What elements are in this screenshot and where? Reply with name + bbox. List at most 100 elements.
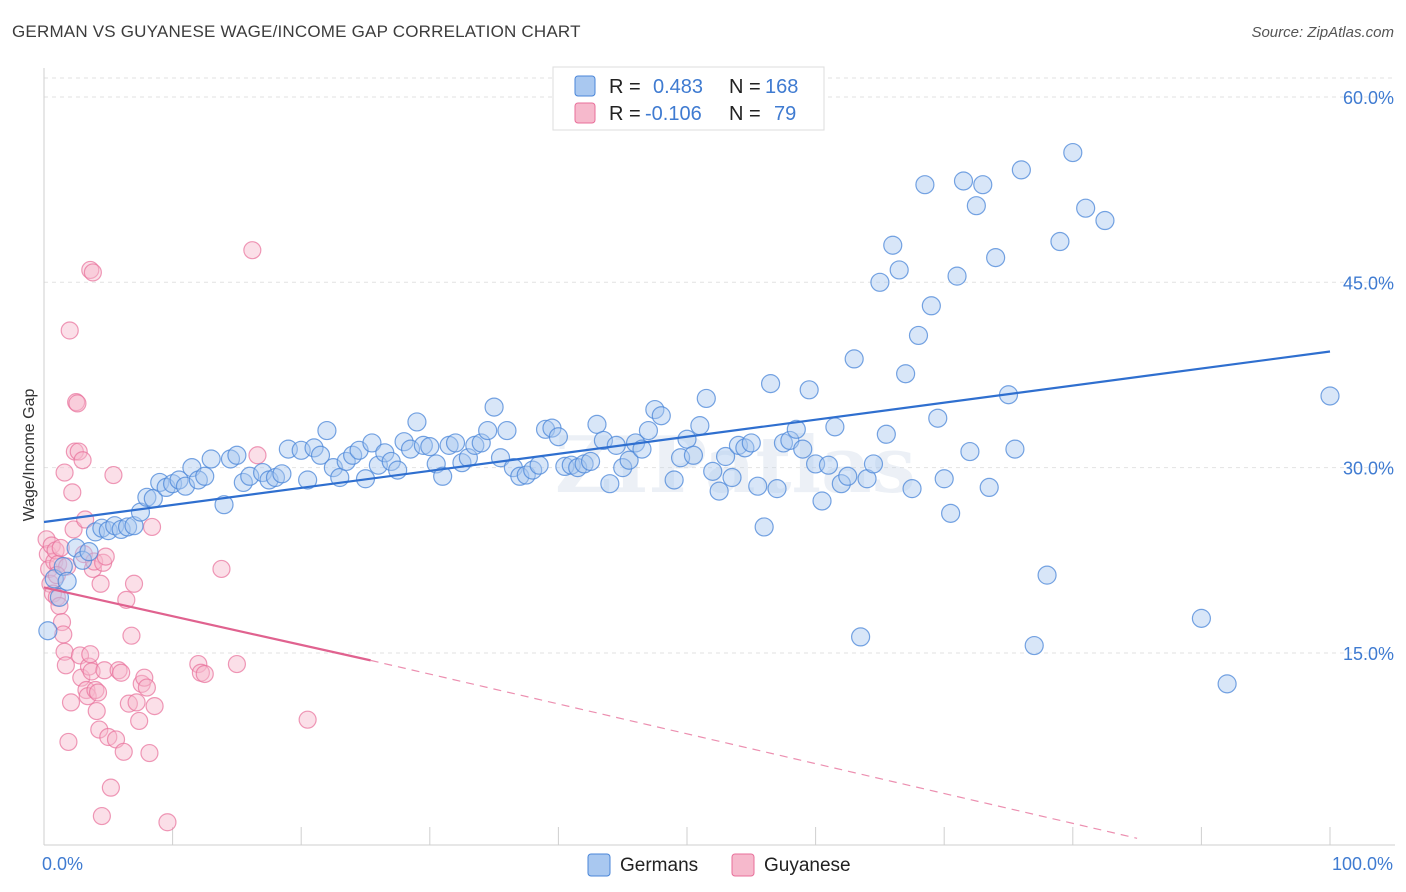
germans-point-57 bbox=[420, 437, 440, 457]
germans-point-85 bbox=[600, 474, 620, 494]
germans-point-137 bbox=[941, 503, 961, 523]
germans-point-133 bbox=[915, 175, 935, 195]
guyanese-trend-line bbox=[43, 586, 371, 662]
guyanese-point-25 bbox=[69, 442, 88, 461]
germans-points bbox=[38, 142, 1340, 694]
germans-point-110 bbox=[767, 479, 787, 499]
germans-point-131 bbox=[902, 479, 922, 499]
legend-n-value-germans: 168 bbox=[765, 76, 798, 98]
germans-point-151 bbox=[1063, 142, 1083, 163]
correlation-legend: R = 0.483 N = 168 R = -0.106 N = 79 bbox=[552, 66, 825, 131]
guyanese-point-15 bbox=[56, 656, 75, 675]
x-tick-labels: 0.0% 100.0% bbox=[42, 854, 1393, 874]
germans-point-122 bbox=[844, 349, 864, 369]
germans-trend-line bbox=[43, 350, 1331, 524]
guyanese-point-40 bbox=[88, 683, 108, 702]
guyanese-point-14 bbox=[55, 642, 74, 661]
guyanese-point-55 bbox=[119, 694, 138, 713]
guyanese-trend-extension bbox=[370, 659, 1138, 839]
germans-point-94 bbox=[664, 470, 684, 490]
germans-point-25 bbox=[195, 466, 215, 486]
germans-point-96 bbox=[677, 429, 697, 449]
germans-point-154 bbox=[1191, 608, 1212, 628]
guyanese-point-59 bbox=[130, 711, 149, 731]
germans-point-38 bbox=[298, 470, 318, 490]
guyanese-point-46 bbox=[96, 547, 115, 566]
germans-point-77 bbox=[548, 427, 569, 447]
guyanese-point-48 bbox=[101, 778, 120, 797]
guyanese-point-74 bbox=[298, 710, 317, 729]
germans-point-152 bbox=[1076, 198, 1096, 218]
germans-point-83 bbox=[587, 414, 607, 434]
germans-point-91 bbox=[638, 420, 659, 441]
germans-point-5 bbox=[66, 538, 86, 558]
guyanese-point-64 bbox=[142, 517, 162, 537]
germans-point-54 bbox=[400, 439, 421, 459]
y-tick-2: 45.0% bbox=[1343, 273, 1394, 293]
germans-point-134 bbox=[921, 296, 941, 316]
germans-point-16 bbox=[137, 487, 157, 507]
germans-point-138 bbox=[947, 266, 967, 286]
germans-point-49 bbox=[368, 455, 388, 475]
guyanese-points bbox=[37, 241, 317, 832]
germans-point-128 bbox=[883, 235, 903, 255]
trend-lines bbox=[43, 350, 1331, 839]
germans-point-59 bbox=[433, 466, 453, 486]
germans-point-132 bbox=[908, 325, 929, 346]
germans-point-93 bbox=[651, 406, 671, 426]
guyanese-point-51 bbox=[109, 661, 128, 680]
germans-point-0 bbox=[38, 621, 58, 641]
legend-r-label-guyanese: R = bbox=[609, 103, 641, 125]
guyanese-point-72 bbox=[243, 241, 262, 260]
germans-point-123 bbox=[851, 627, 871, 647]
y-axis-label: Wage/Income Gap bbox=[21, 389, 38, 522]
legend-r-value-guyanese: -0.106 bbox=[645, 103, 702, 125]
germans-point-98 bbox=[690, 416, 710, 436]
germans-point-3 bbox=[53, 556, 73, 577]
germans-point-143 bbox=[979, 477, 999, 498]
germans-point-56 bbox=[413, 435, 433, 455]
germans-point-61 bbox=[445, 433, 466, 453]
guyanese-point-52 bbox=[112, 663, 131, 682]
legend-n-label-germans: N = bbox=[729, 76, 761, 98]
guyanese-point-57 bbox=[124, 574, 144, 593]
guyanese-point-62 bbox=[137, 678, 156, 697]
guyanese-point-38 bbox=[86, 680, 105, 700]
guyanese-point-34 bbox=[81, 645, 100, 664]
germans-point-102 bbox=[715, 446, 736, 467]
germans-point-140 bbox=[960, 441, 980, 462]
germans-point-26 bbox=[201, 449, 221, 469]
germans-point-97 bbox=[683, 445, 704, 465]
guyanese-point-70 bbox=[212, 559, 231, 579]
guyanese-point-75 bbox=[81, 260, 100, 280]
germans-point-149 bbox=[1037, 565, 1057, 585]
watermark: ZIPatlas bbox=[555, 420, 916, 511]
guyanese-point-66 bbox=[158, 813, 177, 832]
y-tick-0: 15.0% bbox=[1343, 644, 1394, 664]
germans-point-67 bbox=[484, 397, 504, 417]
germans-point-39 bbox=[304, 438, 324, 458]
germans-point-125 bbox=[863, 454, 884, 474]
germans-point-156 bbox=[1320, 386, 1340, 406]
chart-title: GERMAN VS GUYANESE WAGE/INCOME GAP CORRE… bbox=[12, 22, 581, 41]
legend-r-value-germans: 0.483 bbox=[653, 76, 703, 98]
germans-point-155 bbox=[1217, 674, 1237, 694]
guyanese-point-23 bbox=[67, 393, 86, 412]
germans-point-31 bbox=[240, 466, 260, 486]
guyanese-point-20 bbox=[63, 483, 82, 502]
germans-point-40 bbox=[310, 445, 331, 465]
legend-r-label-germans: R = bbox=[609, 76, 641, 98]
guyanese-point-35 bbox=[82, 662, 101, 681]
legend-n-value-guyanese: 79 bbox=[774, 103, 796, 125]
legend-box bbox=[552, 66, 825, 131]
germans-point-99 bbox=[696, 388, 716, 409]
germans-point-118 bbox=[818, 455, 839, 475]
guyanese-point-21 bbox=[64, 520, 83, 539]
guyanese-point-69 bbox=[195, 664, 214, 684]
germans-point-150 bbox=[1050, 231, 1070, 252]
grid-lines bbox=[44, 77, 1395, 654]
guyanese-point-58 bbox=[127, 693, 146, 712]
germans-point-84 bbox=[593, 430, 614, 451]
germans-point-120 bbox=[831, 474, 851, 494]
